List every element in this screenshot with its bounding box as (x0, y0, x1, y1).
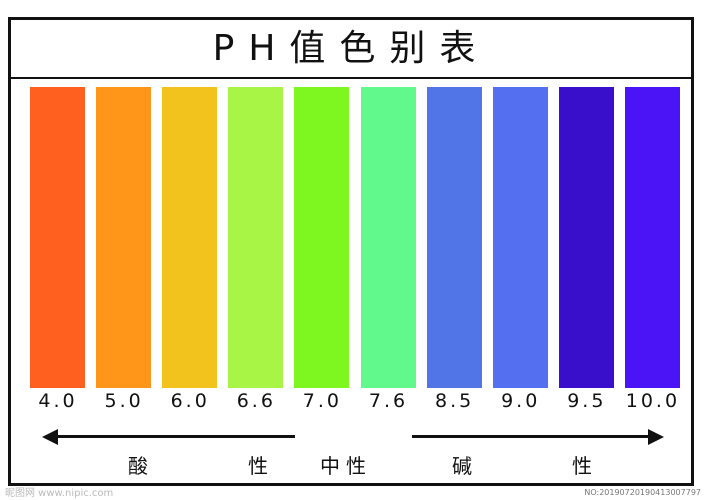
ph-bar-9.0 (492, 87, 548, 388)
ph-bar-8.5 (426, 87, 482, 388)
watermark-site: 昵图网 www.nipic.com (5, 488, 114, 499)
ph-bar-6.0 (162, 87, 218, 388)
ph-label: 10.0 (625, 390, 681, 412)
right-arrowhead-icon (648, 429, 664, 445)
base-arrow-line (412, 435, 652, 438)
ph-bar-7.6 (360, 87, 416, 388)
ph-label: 6.0 (170, 390, 210, 412)
ph-label: 7.6 (368, 390, 409, 412)
chart-title: PH值色别表 (11, 20, 691, 79)
ph-label: 5.0 (104, 390, 144, 412)
ph-bar-7.0 (294, 87, 350, 388)
ph-label: 9.0 (501, 390, 541, 412)
ph-label: 4.0 (38, 390, 78, 412)
watermark-id: NO:20190720190413007797 (584, 488, 701, 497)
neutral-label: 中性 (320, 454, 372, 478)
acid-label: 酸 性 (128, 454, 278, 478)
ph-label: 7.0 (302, 390, 342, 412)
ph-bar-4.0 (30, 87, 85, 388)
acid-arrow-line (50, 435, 295, 438)
ph-label: 6.6 (236, 390, 276, 412)
chart-frame: PH值色别表 (8, 17, 694, 486)
ph-bar-6.6 (228, 87, 284, 388)
ph-bar-5.0 (96, 87, 152, 388)
base-label: 碱 性 (452, 454, 602, 478)
left-arrowhead-icon (42, 429, 58, 445)
ph-label: 9.5 (567, 390, 607, 412)
ph-label: 8.5 (434, 390, 475, 412)
ph-bar-10.0 (624, 87, 680, 388)
ph-bar-9.5 (558, 87, 614, 388)
